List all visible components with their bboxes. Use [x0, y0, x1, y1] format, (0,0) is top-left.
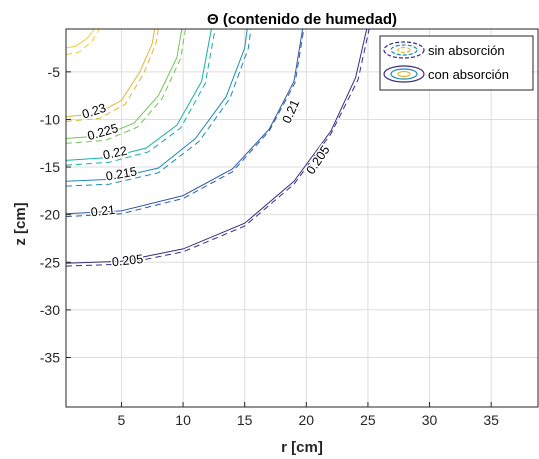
legend-swatch-ring	[397, 70, 411, 78]
chart-title: Θ (contenido de humedad)	[207, 11, 397, 28]
x-axis-label: r [cm]	[281, 439, 323, 456]
plot-area	[66, 29, 538, 407]
legend-swatch-ring	[390, 44, 418, 56]
y-axis-label: z [cm]	[12, 202, 29, 245]
contour-label: 0.21	[90, 203, 116, 219]
axes	[65, 28, 539, 408]
y-axis-ticks: -5 -10 -15 -20 -25 -30 -35	[40, 64, 71, 365]
contour-solid-0-21	[65, 28, 304, 215]
legend-entry-sin-absorcion: sin absorción	[383, 41, 505, 59]
contour-dashed-0-22	[65, 28, 216, 166]
contour-label: 0.22	[102, 144, 129, 163]
y-tick-label: -5	[48, 64, 61, 80]
contour-dashed-0-21	[65, 28, 305, 218]
y-tick-label: -35	[40, 349, 60, 365]
x-tick-label: 20	[299, 412, 315, 428]
contour-label: 0.205	[111, 252, 144, 269]
legend-entry-con-absorcion: con absorción	[383, 65, 509, 83]
legend: sin absorción con absorción	[379, 35, 534, 91]
x-tick-label: 15	[237, 412, 253, 428]
y-tick-label: -15	[40, 159, 60, 175]
y-tick-label: -30	[40, 302, 60, 318]
contour-lines	[65, 28, 370, 267]
y-tick-label: -10	[40, 111, 60, 127]
y-tick-label: -25	[40, 254, 60, 270]
legend-swatch-ring	[383, 41, 425, 59]
contour-dashed-0-215	[65, 28, 252, 187]
contour-dashed-0-205	[65, 28, 370, 267]
contour-solid-0-215	[65, 28, 248, 182]
contour-dashed-0-23	[65, 28, 159, 122]
y-tick-label: -20	[40, 207, 60, 223]
legend-swatch-ring	[383, 65, 425, 83]
contour-solid-0-235	[65, 28, 95, 49]
legend-swatch-ring	[390, 68, 418, 80]
x-tick-label: 35	[483, 412, 499, 428]
plot-background	[66, 29, 538, 407]
x-tick-label: 25	[360, 412, 376, 428]
legend-label: con absorción	[428, 67, 509, 82]
legend-label: sin absorción	[428, 43, 505, 58]
legend-swatch-ring	[397, 46, 411, 54]
x-axis-ticks: 5 10 15 20 25 30 35	[118, 402, 499, 428]
contour-solid-0-205	[65, 28, 368, 264]
contour-solid-0-22	[65, 28, 212, 161]
contour-solid-0-23	[65, 28, 156, 118]
x-tick-label: 5	[118, 412, 126, 428]
contour-solid-0-225	[65, 28, 183, 139]
x-tick-label: 30	[422, 412, 438, 428]
contour-dashed-0-225	[65, 28, 186, 144]
contour-dashed-0-235	[65, 28, 100, 56]
axes-box	[65, 28, 539, 408]
x-tick-label: 10	[175, 412, 191, 428]
